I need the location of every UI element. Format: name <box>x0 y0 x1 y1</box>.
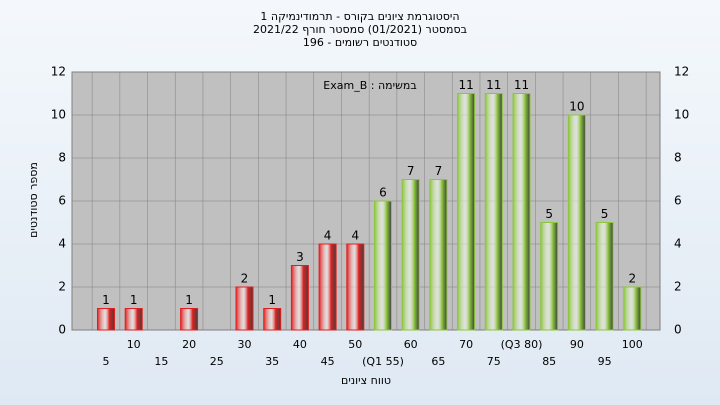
value-label: 10 <box>569 100 584 114</box>
bar <box>346 243 365 331</box>
y2-tick-label: 0 <box>674 323 682 337</box>
value-label: 2 <box>628 272 636 286</box>
bar <box>263 308 282 331</box>
x-tick-label: 75 <box>487 355 501 368</box>
bar <box>374 200 392 331</box>
bar <box>429 179 448 331</box>
bar <box>457 93 476 331</box>
bar <box>318 243 337 331</box>
x-tick-label: 35 <box>265 355 279 368</box>
bar <box>97 308 115 331</box>
x-tick-label: 50 <box>348 338 362 351</box>
y2-tick-label: 2 <box>674 280 682 294</box>
value-label: 11 <box>458 78 473 92</box>
chart-title: סטודנטים רשומים - 196 <box>303 36 417 49</box>
value-label: 1 <box>102 293 110 307</box>
value-label: 5 <box>545 207 553 221</box>
bar <box>540 222 559 331</box>
y-tick-label: 12 <box>51 65 66 79</box>
value-label: 7 <box>407 164 415 178</box>
x-tick-label: 5 <box>103 355 110 368</box>
bar <box>567 114 586 331</box>
value-label: 2 <box>241 272 249 286</box>
value-label: 4 <box>351 229 359 243</box>
value-label: 7 <box>435 164 443 178</box>
x-tick-label: 20 <box>182 338 196 351</box>
bar <box>512 93 531 331</box>
bar <box>235 286 254 331</box>
bar <box>401 179 420 331</box>
bar <box>290 265 309 331</box>
y-tick-label: 10 <box>51 108 66 122</box>
x-tick-label: 25 <box>210 355 224 368</box>
chart-title: בסמסטר (01/2021) סמסטר חורף 2021/22 <box>253 23 467 36</box>
x-tick-label: 90 <box>570 338 584 351</box>
x-tick-label: 85 <box>542 355 556 368</box>
y2-tick-label: 10 <box>674 108 689 122</box>
x-tick-label: 15 <box>154 355 168 368</box>
bar <box>595 222 614 331</box>
value-label: 3 <box>296 250 304 264</box>
value-label: 5 <box>601 207 609 221</box>
bar <box>180 308 199 331</box>
x-tick-label: 100 <box>622 338 643 351</box>
x-tick-label: 40 <box>293 338 307 351</box>
x-tick-label: (Q1 55) <box>362 355 404 368</box>
x-tick-label: (Q3 80) <box>501 338 543 351</box>
x-tick-label: 30 <box>238 338 252 351</box>
x-tick-label: 95 <box>598 355 612 368</box>
bar <box>484 93 503 331</box>
annotation: במשימה : Exam_B <box>323 79 416 92</box>
value-label: 1 <box>130 293 138 307</box>
y-tick-label: 2 <box>58 280 66 294</box>
y2-tick-label: 12 <box>674 65 689 79</box>
y2-tick-label: 4 <box>674 237 682 251</box>
y-tick-label: 8 <box>58 151 66 165</box>
value-label: 6 <box>379 186 387 200</box>
x-tick-label: 65 <box>431 355 445 368</box>
value-label: 1 <box>185 293 193 307</box>
y-tick-label: 6 <box>58 194 66 208</box>
x-tick-label: 10 <box>127 338 141 351</box>
x-tick-label: 45 <box>321 355 335 368</box>
y-axis-label: מספר סטודנטים <box>27 162 40 238</box>
y2-tick-label: 8 <box>674 151 682 165</box>
y-tick-label: 0 <box>58 323 66 337</box>
x-axis-label: טווח ציונים <box>341 374 391 387</box>
bar <box>124 308 143 331</box>
bar <box>623 286 642 331</box>
value-label: 11 <box>514 78 529 92</box>
x-tick-label: 70 <box>459 338 473 351</box>
value-label: 4 <box>324 229 332 243</box>
chart-title: היסטוגרמת ציונים בקורס - תרמודינמיקה 1 <box>260 10 459 23</box>
value-label: 11 <box>486 78 501 92</box>
y2-tick-label: 6 <box>674 194 682 208</box>
value-label: 1 <box>268 293 276 307</box>
y-tick-label: 4 <box>58 237 66 251</box>
x-tick-label: 60 <box>404 338 418 351</box>
